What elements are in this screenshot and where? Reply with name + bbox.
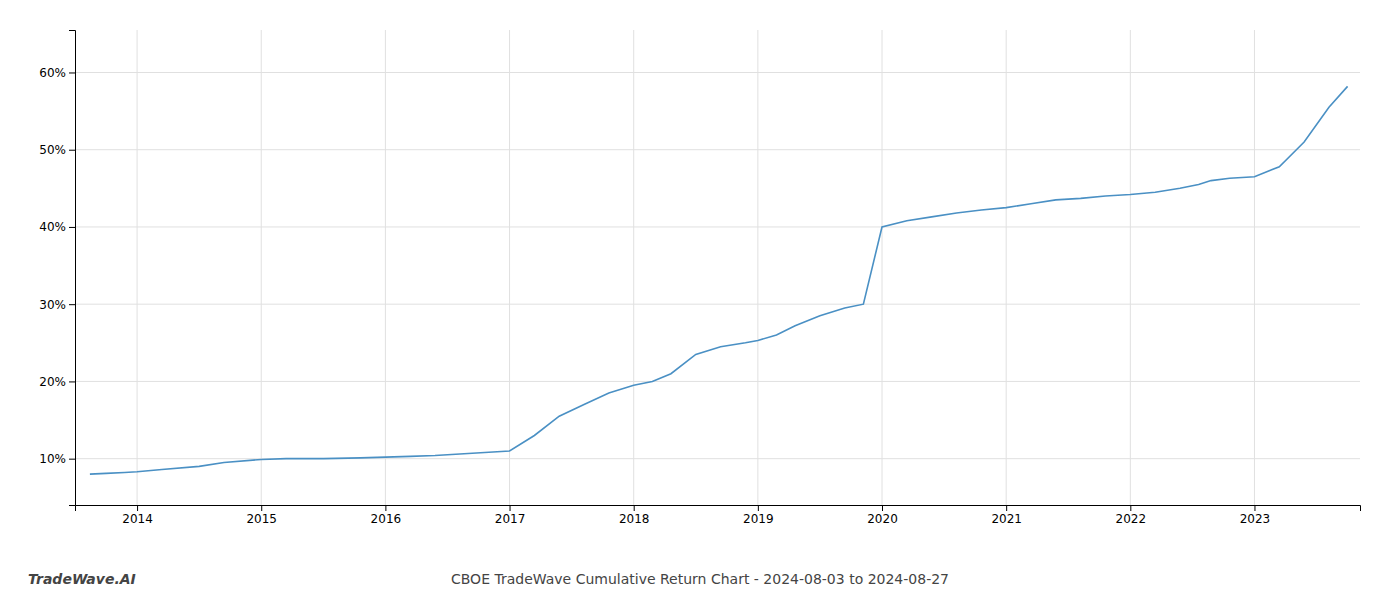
y-axis-line	[69, 31, 76, 506]
x-tick-mark	[1006, 505, 1007, 511]
y-tick-mark	[69, 304, 75, 305]
grid-line-x	[137, 30, 138, 505]
x-tick-mark	[634, 505, 635, 511]
y-tick: 10%	[39, 452, 75, 466]
grid-line-y	[75, 304, 1360, 305]
x-tick-mark	[261, 505, 262, 511]
x-tick: 2019	[743, 505, 774, 526]
x-tick-label: 2016	[371, 512, 402, 526]
x-tick-label: 2020	[867, 512, 898, 526]
x-tick-mark	[385, 505, 386, 511]
x-tick: 2016	[371, 505, 402, 526]
grid-line-x	[385, 30, 386, 505]
x-tick-mark	[1130, 505, 1131, 511]
x-tick-mark	[882, 505, 883, 511]
x-tick-label: 2022	[1116, 512, 1147, 526]
y-tick-mark	[69, 72, 75, 73]
grid-line-x	[757, 30, 758, 505]
y-tick-mark	[69, 381, 75, 382]
x-tick: 2018	[619, 505, 650, 526]
x-tick-mark	[137, 505, 138, 511]
x-tick-mark	[1254, 505, 1255, 511]
grid-line-y	[75, 72, 1360, 73]
grid-line-y	[75, 149, 1360, 150]
grid-line-x	[1006, 30, 1007, 505]
x-tick-label: 2014	[122, 512, 153, 526]
x-tick: 2023	[1240, 505, 1271, 526]
y-tick: 20%	[39, 375, 75, 389]
grid-line-x	[509, 30, 510, 505]
x-tick-label: 2023	[1240, 512, 1271, 526]
x-tick-label: 2018	[619, 512, 650, 526]
grid-line-y	[75, 226, 1360, 227]
marks	[90, 86, 1348, 474]
plot-area: 2014 2015 2016 2017 2018 2019 2020 2021 2022 2023…	[39, 30, 1360, 526]
y-tick: 60%	[39, 66, 75, 80]
x-tick: 2021	[991, 505, 1022, 526]
y-tick: 50%	[39, 143, 75, 157]
y-tick-label: 40%	[39, 220, 66, 234]
x-axis: 2014 2015 2016 2017 2018 2019 2020 2021 2022 2023	[76, 505, 1361, 526]
grid-line-x	[1130, 30, 1131, 505]
line	[90, 86, 1348, 474]
y-tick-mark	[69, 227, 75, 228]
y-tick-label: 50%	[39, 143, 66, 157]
y-tick-label: 10%	[39, 452, 66, 466]
x-tick: 2015	[246, 505, 277, 526]
y-tick: 40%	[39, 220, 75, 234]
y-tick-label: 30%	[39, 298, 66, 312]
chart: 2014 2015 2016 2017 2018 2019 2020 2021 2022 2023…	[0, 0, 1400, 600]
x-tick-label: 2017	[495, 512, 526, 526]
x-tick: 2020	[867, 505, 898, 526]
x-tick-label: 2019	[743, 512, 774, 526]
watermark: TradeWave.AI	[28, 571, 136, 587]
x-tick-mark	[758, 505, 759, 511]
y-axis: 10% 20% 30% 40% 50% 60%	[39, 31, 75, 506]
x-tick: 2022	[1116, 505, 1147, 526]
x-axis-line	[76, 506, 1361, 512]
grid-line-x	[261, 30, 262, 505]
y-tick-label: 60%	[39, 66, 66, 80]
y-tick: 30%	[39, 298, 75, 312]
x-tick-mark	[510, 505, 511, 511]
grid-line-y	[75, 381, 1360, 382]
y-tick-mark	[69, 150, 75, 151]
grid-line-x	[1254, 30, 1255, 505]
x-tick-label: 2015	[246, 512, 277, 526]
grid	[75, 30, 1360, 505]
title: CBOE TradeWave Cumulative Return Chart -…	[451, 571, 949, 587]
grid-line-x	[633, 30, 634, 505]
grid-line-x	[882, 30, 883, 505]
x-tick-label: 2021	[991, 512, 1022, 526]
y-tick-label: 20%	[39, 375, 66, 389]
y-tick-mark	[69, 459, 75, 460]
x-tick: 2014	[122, 505, 153, 526]
x-tick: 2017	[495, 505, 526, 526]
